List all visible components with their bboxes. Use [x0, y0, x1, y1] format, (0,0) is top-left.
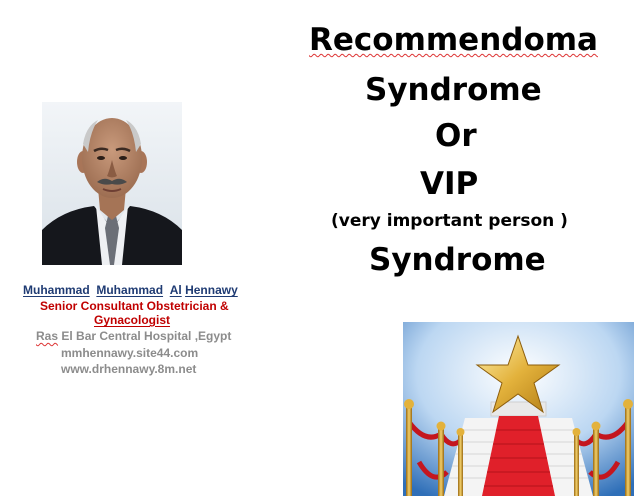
author-website-1: mmhennawy.site44.com: [61, 346, 199, 360]
author-hospital-rest: El Bar Central Hospital ,Egypt: [58, 329, 232, 343]
author-name-last-b: Hennawy: [185, 283, 238, 297]
author-photo: [42, 102, 182, 265]
title-line-vip: VIP: [420, 166, 479, 202]
title-line-syndrome-2: Syndrome: [369, 242, 546, 278]
author-hospital-ras: Ras: [36, 329, 59, 343]
author-title-line2: Gynacologist: [94, 313, 171, 327]
author-name-last-a: Al: [169, 283, 182, 297]
author-name: Muhammad Muhammad Al Hennawy: [23, 283, 238, 297]
author-hospital: Ras El Bar Central Hospital ,Egypt: [36, 329, 231, 343]
author-website-2: www.drhennawy.8m.net: [61, 362, 197, 376]
author-title-line1: Senior Consultant Obstetrician &: [40, 299, 229, 313]
red-carpet-star-image: [403, 322, 634, 496]
title-line-or: Or: [435, 118, 477, 154]
author-name-middle: Muhammad: [96, 283, 164, 297]
title-line-recommendoma: Recommendoma: [309, 22, 598, 58]
title-line-syndrome: Syndrome: [365, 72, 542, 108]
title-line-vip-expansion: (very important person ): [331, 211, 568, 231]
author-name-first: Muhammad: [23, 283, 90, 297]
